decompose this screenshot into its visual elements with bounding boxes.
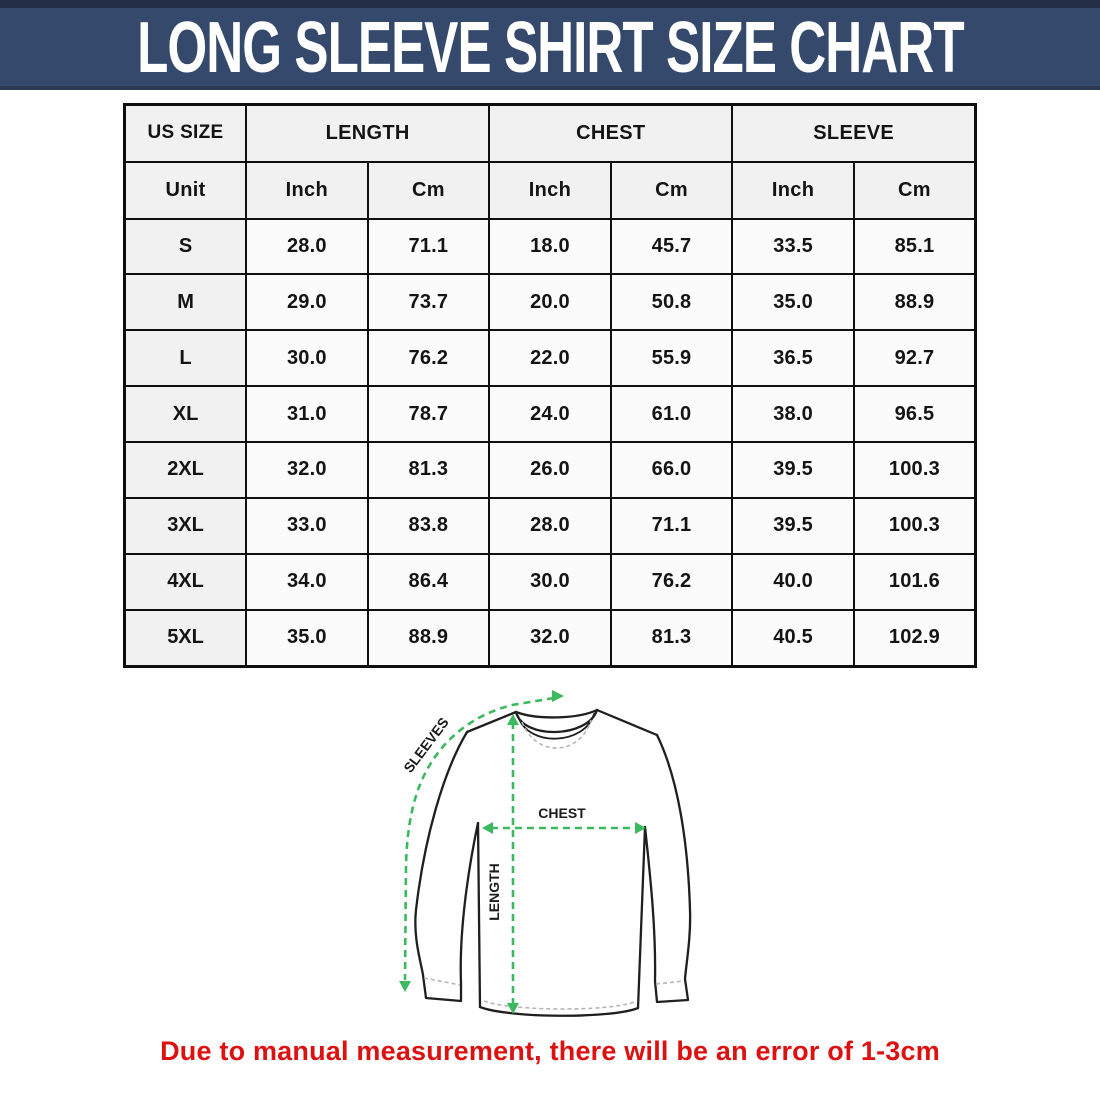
size-label: S [123,217,248,276]
shirt-outline [414,708,692,1017]
table-cell: 71.1 [366,217,491,276]
table-cell: 31.0 [245,385,369,443]
col-header-chest: CHEST [488,103,734,163]
table-cell: 85.1 [852,217,977,276]
length-arrowhead-top [507,714,519,725]
table-cell: 50.8 [609,273,734,332]
page-title: LONG SLEEVE SHIRT SIZE CHART [136,6,964,88]
group-header-row: US SIZE LENGTH CHEST SLEEVE [123,103,977,163]
table-header: US SIZE LENGTH CHEST SLEEVE Unit Inch Cm… [123,103,977,220]
table-cell: 33.5 [731,217,855,276]
sleeve-measure-line [403,696,555,981]
table-row-4xl: 4XL 34.0 86.4 30.0 76.2 40.0 101.6 [123,552,977,611]
table-cell: 66.0 [609,440,734,499]
table-cell: 26.0 [488,440,612,499]
table-row-3xl: 3XL 33.0 83.8 28.0 71.1 39.5 100.3 [123,496,977,555]
col-header-length: LENGTH [245,103,491,163]
table-cell: 101.6 [852,552,977,611]
size-label: L [123,329,248,388]
table-cell: 71.1 [609,496,734,555]
table-cell: 22.0 [488,329,612,388]
size-label: XL [123,385,248,443]
table-cell: 35.0 [245,608,369,668]
table-cell: 32.0 [488,608,612,668]
table-cell: 40.5 [731,608,855,668]
table-cell: 20.0 [488,273,612,332]
table-cell: 18.0 [488,217,612,276]
chest-arrowhead-right [635,822,646,834]
unit-header-cell: Unit [123,160,248,220]
table-row-s: S 28.0 71.1 18.0 45.7 33.5 85.1 [123,217,977,276]
table-cell: 45.7 [609,217,734,276]
table-cell: 29.0 [245,273,369,332]
size-label: 3XL [123,496,248,555]
chest-label: CHEST [538,805,586,821]
table-cell: 55.9 [609,329,734,388]
table-cell: 100.3 [852,440,977,499]
table-cell: 36.5 [731,329,855,388]
chest-arrowhead-left [482,822,493,834]
measurement-error-note: Due to manual measurement, there will be… [160,1036,940,1066]
table-cell: 24.0 [488,385,612,443]
table-body: S 28.0 71.1 18.0 45.7 33.5 85.1 M 29.0 7… [123,217,977,668]
table-row-2xl: 2XL 32.0 81.3 26.0 66.0 39.5 100.3 [123,440,977,499]
unit-length-cm: Cm [366,160,491,220]
unit-chest-inch: Inch [488,160,612,220]
table-cell: 76.2 [609,552,734,611]
size-label: 4XL [123,552,248,611]
table-cell: 76.2 [366,329,491,388]
table-cell: 28.0 [488,496,612,555]
table-cell: 100.3 [852,496,977,555]
table-cell: 34.0 [245,552,369,611]
table-row-l: L 30.0 76.2 22.0 55.9 36.5 92.7 [123,329,977,388]
size-label: 5XL [123,608,248,668]
sleeve-arrowhead-bottom [399,981,411,992]
table-cell: 86.4 [366,552,491,611]
unit-chest-cm: Cm [609,160,734,220]
table-cell: 81.3 [609,608,734,668]
table-cell: 33.0 [245,496,369,555]
length-label: LENGTH [486,863,502,921]
table-cell: 88.9 [366,608,491,668]
size-label: 2XL [123,440,248,499]
size-chart-table: US SIZE LENGTH CHEST SLEEVE Unit Inch Cm… [123,103,977,668]
col-header-sleeve: SLEEVE [731,103,977,163]
table-cell: 39.5 [731,440,855,499]
table-cell: 40.0 [731,552,855,611]
shirt-diagram-svg: SLEEVES CHEST LENGTH [399,690,692,1017]
shirt-measurement-diagram: SLEEVES CHEST LENGTH [360,670,760,1040]
table-cell: 32.0 [245,440,369,499]
table-cell: 39.5 [731,496,855,555]
table-cell: 35.0 [731,273,855,332]
table-cell: 81.3 [366,440,491,499]
table-row-5xl: 5XL 35.0 88.9 32.0 81.3 40.5 102.9 [123,608,977,668]
table-cell: 96.5 [852,385,977,443]
stitch-lines [423,719,685,1010]
sleeve-arrowhead-top [552,690,564,702]
table-cell: 83.8 [366,496,491,555]
table-cell: 61.0 [609,385,734,443]
unit-sleeve-inch: Inch [731,160,855,220]
measurement-arrows: SLEEVES CHEST LENGTH [399,690,646,1014]
table-cell: 92.7 [852,329,977,388]
table-cell: 78.7 [366,385,491,443]
table-cell: 30.0 [245,329,369,388]
header-banner: LONG SLEEVE SHIRT SIZE CHART [0,0,1100,90]
table-cell: 30.0 [488,552,612,611]
table-cell: 88.9 [852,273,977,332]
hem-stitch [483,1000,635,1010]
size-label: M [123,273,248,332]
table-cell: 28.0 [245,217,369,276]
length-arrowhead-bottom [507,1003,519,1014]
table-row-m: M 29.0 73.7 20.0 50.8 35.0 88.9 [123,273,977,332]
unit-sleeve-cm: Cm [852,160,977,220]
table-cell: 38.0 [731,385,855,443]
unit-length-inch: Inch [245,160,369,220]
table-cell: 102.9 [852,608,977,668]
table-cell: 73.7 [366,273,491,332]
unit-header-row: Unit Inch Cm Inch Cm Inch Cm [123,160,977,220]
table-row-xl: XL 31.0 78.7 24.0 61.0 38.0 96.5 [123,385,977,443]
col-header-us-size: US SIZE [123,103,248,163]
